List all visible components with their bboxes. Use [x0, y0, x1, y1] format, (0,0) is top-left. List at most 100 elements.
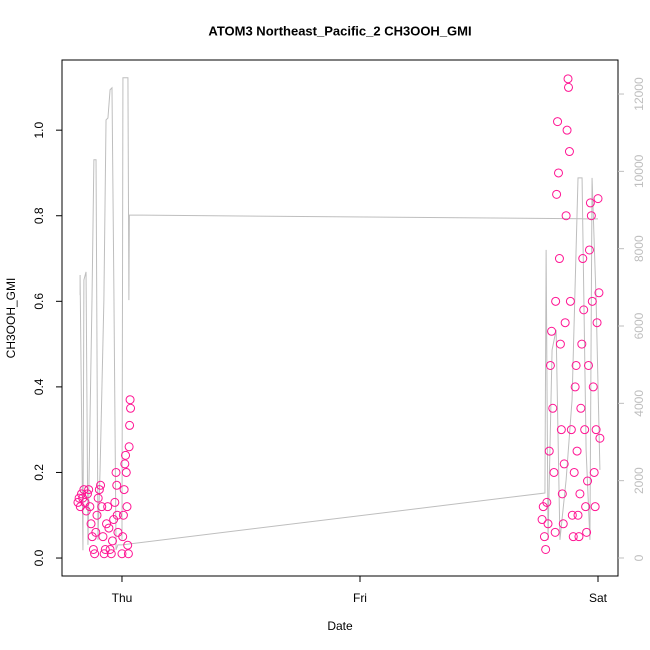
data-point [91, 527, 101, 537]
data-point [543, 519, 553, 529]
data-point [565, 296, 575, 306]
data-point [88, 544, 98, 554]
y2-tick-label: 6000 [632, 312, 646, 339]
data-point [110, 497, 120, 507]
data-point [537, 515, 547, 525]
data-point [588, 382, 598, 392]
data-point [112, 480, 122, 490]
data-point [542, 497, 552, 507]
data-point [120, 459, 130, 469]
data-point [560, 318, 570, 328]
data-point [557, 489, 567, 499]
data-point [104, 523, 114, 533]
data-point [539, 532, 549, 542]
data-point [563, 74, 573, 84]
data-point [578, 254, 588, 264]
data-point [581, 502, 591, 512]
data-point [592, 318, 602, 328]
data-point [85, 502, 95, 512]
data-point [563, 82, 573, 92]
data-point [548, 403, 558, 413]
data-point [99, 549, 109, 559]
data-point [594, 288, 604, 298]
data-point [589, 467, 599, 477]
data-point [90, 549, 100, 559]
data-point [93, 493, 103, 503]
data-point [117, 549, 127, 559]
altitude-line [79, 77, 601, 551]
data-point [121, 467, 131, 477]
data-point [96, 480, 106, 490]
data-point [552, 189, 562, 199]
data-point [583, 476, 593, 486]
y2-tick-label: 8000 [632, 235, 646, 262]
data-point [545, 360, 555, 370]
data-point [554, 254, 564, 264]
plot-frame [61, 59, 619, 577]
data-point [123, 540, 133, 550]
y2-tick-label: 2000 [632, 467, 646, 494]
data-point [84, 485, 94, 495]
data-point [569, 467, 579, 477]
data-point [551, 296, 561, 306]
data-point [580, 425, 590, 435]
data-point [562, 125, 572, 135]
data-point [583, 360, 593, 370]
y-tick-label: 0.4 [32, 378, 46, 395]
data-point [92, 510, 102, 520]
data-point [119, 485, 129, 495]
data-point [107, 536, 117, 546]
data-point [567, 510, 577, 520]
y2-tick-label: 0 [632, 554, 646, 561]
data-point [568, 532, 578, 542]
data-point [571, 360, 581, 370]
y-tick-label: 0.0 [32, 549, 46, 566]
data-point [111, 467, 121, 477]
data-point [582, 527, 592, 537]
data-point [573, 510, 583, 520]
y2-tick-label: 10000 [632, 154, 646, 188]
x-tick-label: Thu [112, 591, 133, 605]
data-point [125, 395, 135, 405]
x-axis-label: Date [327, 619, 353, 633]
data-point [94, 485, 104, 495]
data-point [121, 450, 131, 460]
data-point [553, 168, 563, 178]
data-point [544, 446, 554, 456]
data-point [547, 326, 557, 336]
y-tick-label: 0.2 [32, 464, 46, 481]
data-point [100, 544, 110, 554]
data-point [559, 459, 569, 469]
data-point [105, 544, 115, 554]
data-point [74, 493, 84, 503]
y2-tick-label: 4000 [632, 390, 646, 417]
data-point [118, 510, 128, 520]
data-point [579, 305, 589, 315]
data-point [125, 420, 135, 430]
data-point [550, 527, 560, 537]
data-point [112, 510, 122, 520]
data-point [86, 519, 96, 529]
data-point [561, 211, 571, 221]
data-point [586, 211, 596, 221]
y-axis-label: CH3OOH_GMI [4, 278, 18, 359]
data-point [541, 544, 551, 554]
data-point [553, 117, 563, 127]
data-point [556, 425, 566, 435]
x-tick-label: Sat [589, 591, 608, 605]
data-point [577, 339, 587, 349]
data-point [102, 519, 112, 529]
data-point [122, 502, 132, 512]
data-point [555, 339, 565, 349]
data-point [97, 502, 107, 512]
data-point [587, 296, 597, 306]
data-point [118, 532, 128, 542]
data-point [574, 532, 584, 542]
data-point [106, 549, 116, 559]
x-tick-label: Fri [353, 591, 367, 605]
data-point [98, 532, 108, 542]
data-point [564, 147, 574, 157]
chart-title: ATOM3 Northeast_Pacific_2 CH3OOH_GMI [208, 23, 471, 38]
